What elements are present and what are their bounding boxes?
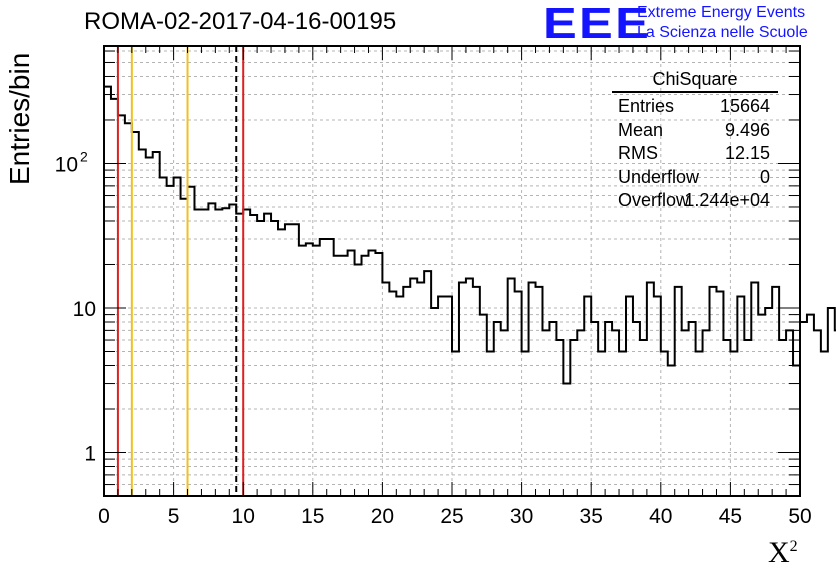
stats-row: Entries 15664 [612, 95, 778, 119]
stats-value: 0 [759, 166, 770, 187]
x-tick-label: 30 [510, 505, 533, 528]
eee-logo: EEE [543, 0, 652, 48]
y-tick-label: 10 [73, 298, 96, 321]
stats-row: Underflow 0 [612, 166, 778, 190]
x-tick-label: 10 [232, 505, 255, 528]
stats-key: RMS [618, 143, 658, 163]
stats-row: Mean 9.496 [612, 119, 778, 143]
stats-key: Underflow [618, 166, 700, 187]
stats-row: Overflow 1.244e+04 [612, 189, 778, 213]
y-tick-label-exponent: 2 [80, 148, 88, 164]
stats-title: ChiSquare [652, 69, 738, 89]
logo-caption: Extreme Energy Events La Scienza nelle S… [637, 3, 808, 43]
y-axis-label: Entries/bin [4, 52, 35, 185]
x-axis-label-exponent: 2 [789, 538, 798, 555]
stats-value: 9.496 [724, 119, 770, 140]
x-tick-label: 0 [98, 505, 110, 528]
x-tick-label: 15 [301, 505, 324, 528]
logo-line-1: Extreme Energy Events [637, 4, 806, 21]
stats-box: ChiSquare Entries 15664 Mean 9.496 RMS 12.1… [612, 67, 778, 213]
stats-key: Mean [618, 119, 664, 140]
x-tick-label: 50 [788, 505, 811, 528]
x-tick-label: 35 [580, 505, 603, 528]
marker-lines [116, 46, 245, 496]
stats-divider [612, 91, 778, 93]
logo-line-2: La Scienza nelle Scuole [637, 24, 808, 41]
plot-title: ROMA-02-2017-04-16-00195 [84, 8, 397, 35]
x-tick-label: 40 [649, 505, 672, 528]
stats-value: 15664 [719, 96, 770, 116]
stats-value: 12.15 [724, 143, 770, 163]
y-tick-label: 1 [84, 442, 96, 465]
stats-key: Entries [618, 96, 675, 116]
axis-ticks [103, 46, 801, 497]
x-tick-label: 45 [719, 505, 742, 528]
histogram-line [104, 85, 836, 385]
x-tick-label: 25 [440, 505, 463, 528]
x-tick-label: 20 [371, 505, 394, 528]
stats-row: RMS 12.15 [612, 142, 778, 166]
stats-value: 1.244e+04 [684, 190, 770, 210]
x-tick-label: 5 [168, 505, 180, 528]
stats-key: Overflow [618, 190, 690, 210]
histogram-series [104, 85, 836, 385]
x-axis-label-base: X [768, 536, 790, 569]
x-axis-label: X2 [768, 536, 798, 570]
y-tick-label: 10 [55, 153, 78, 176]
